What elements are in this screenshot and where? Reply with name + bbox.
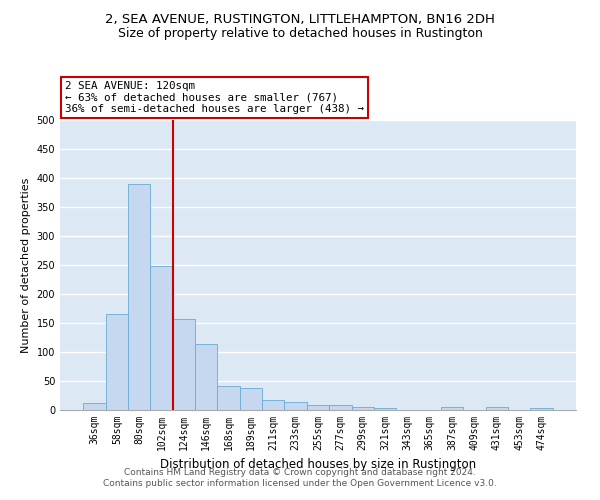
Bar [217, 386, 240, 410]
Bar [128, 184, 151, 410]
Bar [329, 405, 352, 410]
Y-axis label: Number of detached properties: Number of detached properties [21, 178, 31, 352]
Text: Size of property relative to detached houses in Rustington: Size of property relative to detached ho… [118, 28, 482, 40]
Bar [83, 403, 106, 410]
Bar [173, 319, 195, 410]
Bar [262, 400, 284, 410]
Text: Contains HM Land Registry data © Crown copyright and database right 2024.
Contai: Contains HM Land Registry data © Crown c… [103, 468, 497, 487]
Bar [106, 314, 128, 410]
Text: 2 SEA AVENUE: 120sqm
← 63% of detached houses are smaller (767)
36% of semi-deta: 2 SEA AVENUE: 120sqm ← 63% of detached h… [65, 81, 364, 114]
X-axis label: Distribution of detached houses by size in Rustington: Distribution of detached houses by size … [160, 458, 476, 471]
Bar [151, 266, 173, 410]
Text: 2, SEA AVENUE, RUSTINGTON, LITTLEHAMPTON, BN16 2DH: 2, SEA AVENUE, RUSTINGTON, LITTLEHAMPTON… [105, 12, 495, 26]
Bar [240, 388, 262, 410]
Bar [374, 408, 396, 410]
Bar [307, 405, 329, 410]
Bar [441, 407, 463, 410]
Bar [195, 344, 217, 410]
Bar [352, 406, 374, 410]
Bar [530, 408, 553, 410]
Bar [284, 402, 307, 410]
Bar [485, 407, 508, 410]
